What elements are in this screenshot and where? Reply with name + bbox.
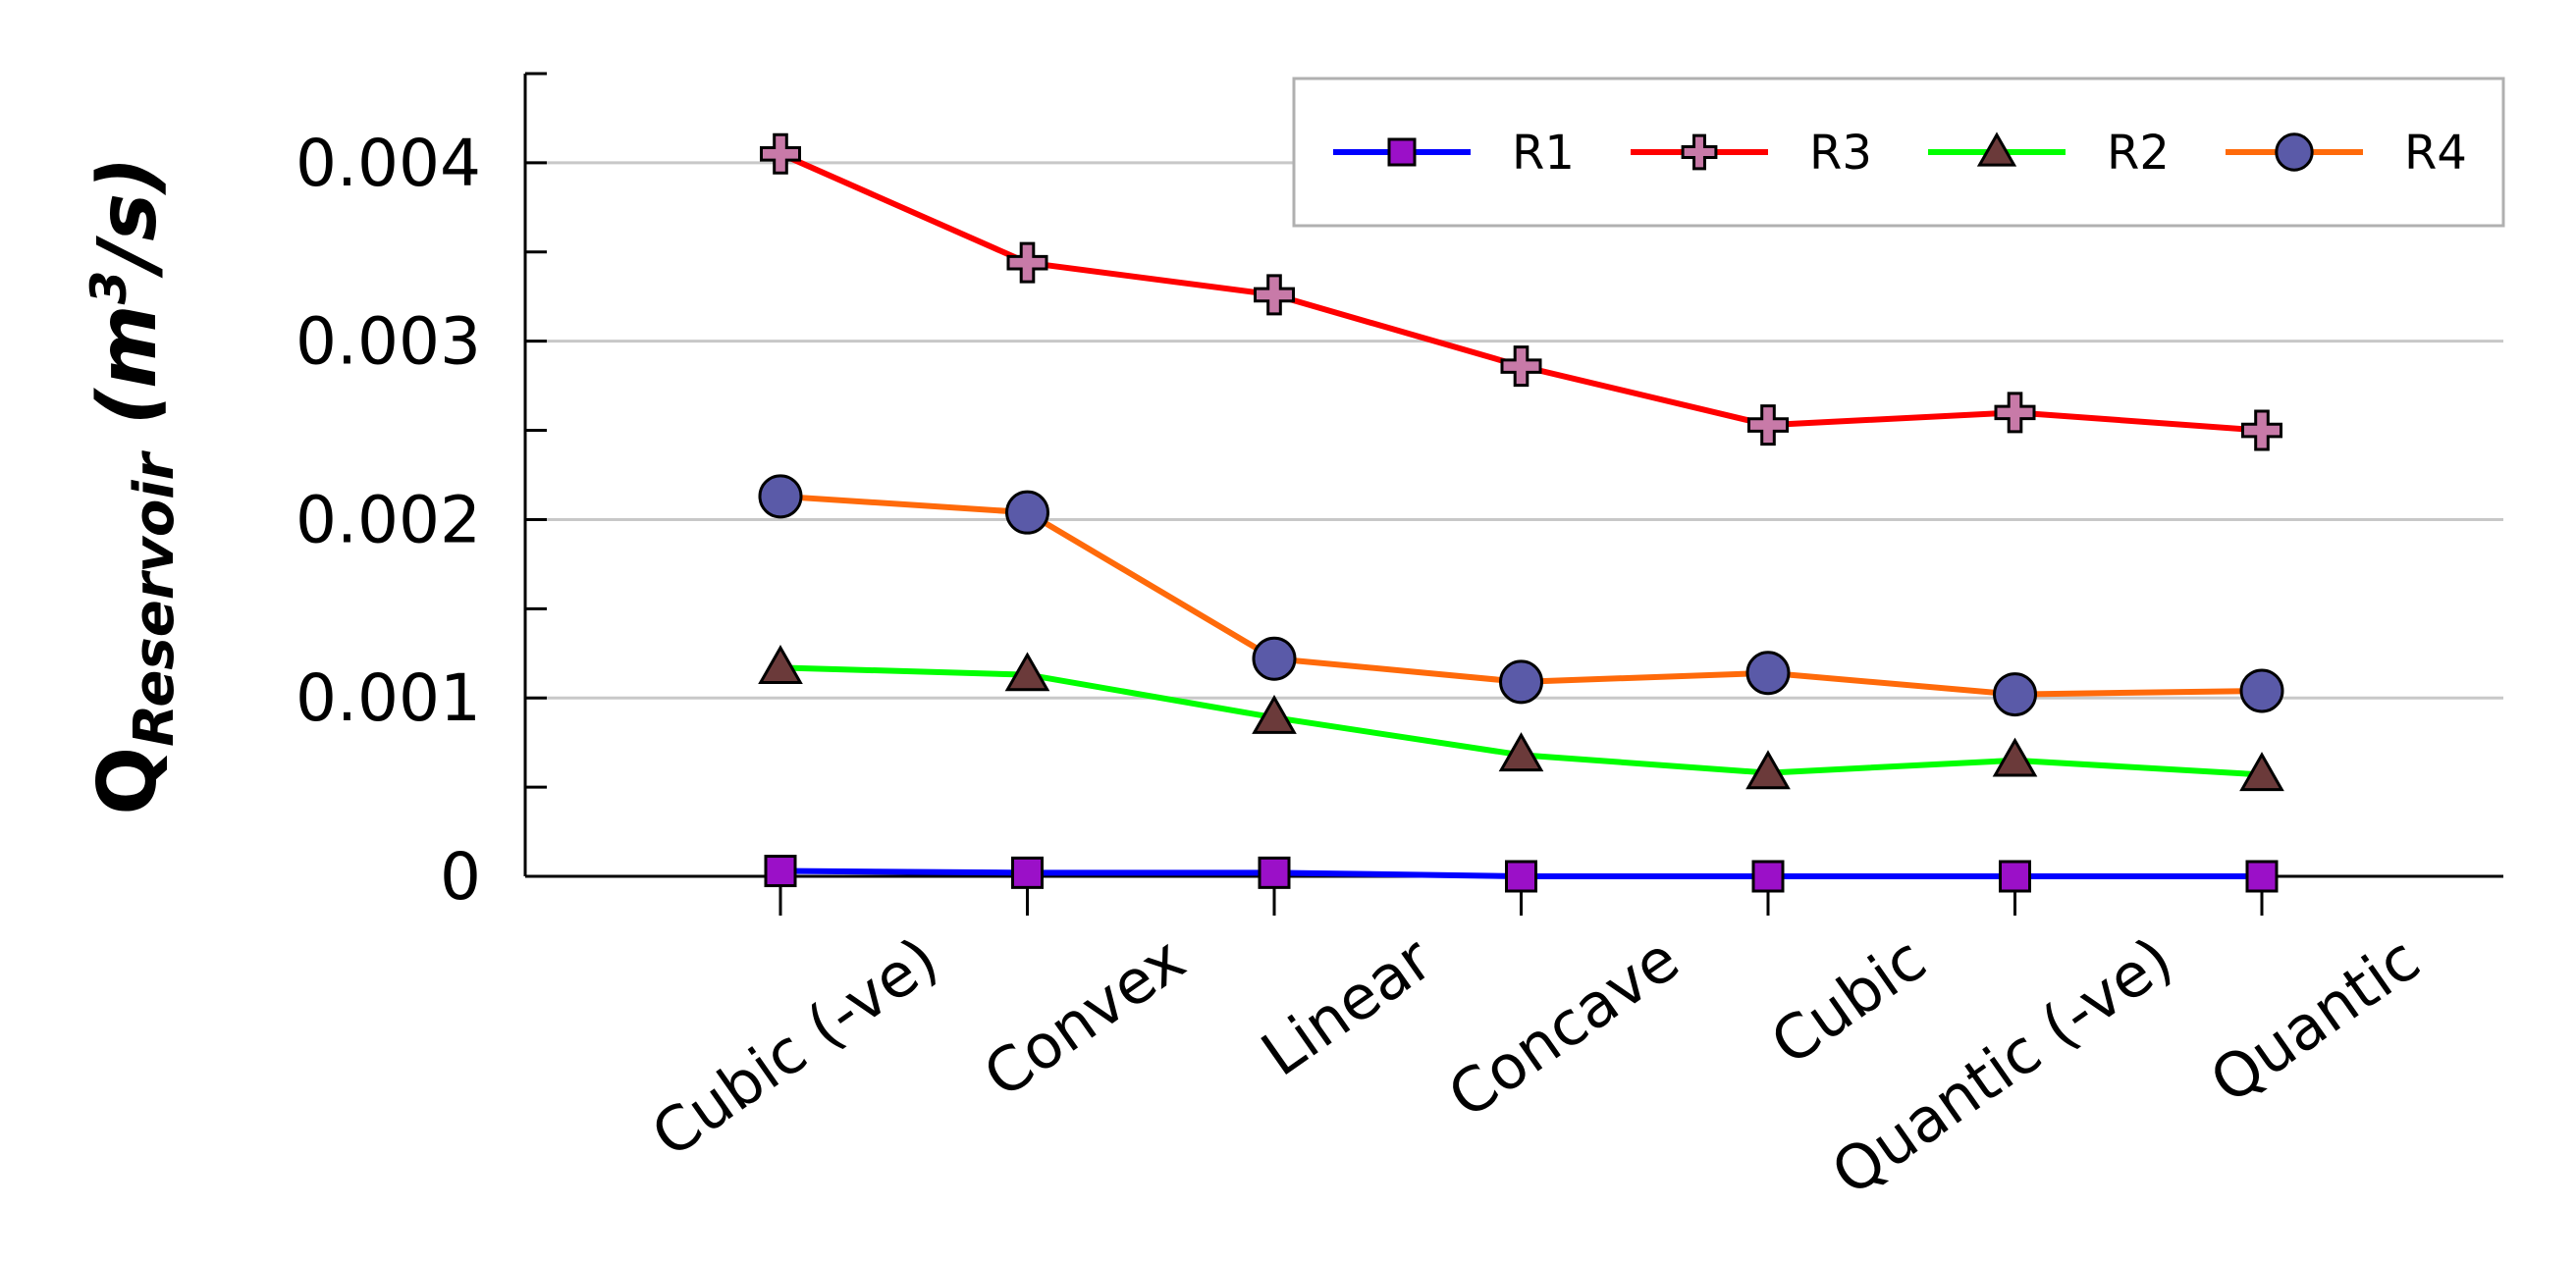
legend-label-r4: R4 (2404, 126, 2467, 181)
y-tick-label: 0.001 (295, 660, 481, 736)
x-tick-label: Concave (1435, 922, 1691, 1131)
data-point-r3 (760, 132, 801, 175)
data-point-r4 (1993, 672, 2037, 717)
legend-marker-r1 (1387, 137, 1417, 167)
data-point-r2 (1004, 652, 1050, 692)
data-point-r4 (1745, 651, 1791, 696)
data-point-r3 (1500, 345, 1542, 388)
data-point-r4 (1252, 636, 1297, 681)
x-tick-label: Quantic (2197, 922, 2432, 1117)
data-point-r4 (2239, 668, 2284, 713)
data-point-r1 (1258, 856, 1291, 889)
y-axis-title-subscript: Reservoir (123, 449, 187, 746)
data-point-r1 (1999, 860, 2031, 893)
data-point-r1 (2245, 860, 2279, 893)
legend-marker-r3 (1681, 133, 1718, 171)
data-point-r2 (2239, 752, 2284, 792)
data-point-r4 (758, 474, 803, 519)
legend-label-r3: R3 (1809, 126, 1872, 181)
y-axis-title-superscript: 3 (80, 271, 137, 305)
x-tick-label: Cubic (1758, 922, 1939, 1078)
y-axis-title: QReservoir (m3/s) (80, 156, 187, 814)
legend-label-r1: R1 (1512, 126, 1575, 181)
legend: R1 R3 R2 R4 (1292, 77, 2505, 228)
data-point-r2 (758, 645, 803, 685)
y-axis-title-main: Q (81, 747, 175, 815)
x-tick-label: Convex (971, 922, 1198, 1111)
data-point-r3 (1006, 241, 1048, 284)
data-point-r3 (1254, 274, 1295, 316)
data-point-r1 (1505, 860, 1537, 893)
y-tick-label: 0 (440, 839, 481, 915)
y-tick-label: 0.003 (295, 304, 481, 380)
y-axis-title-units-suffix: /s) (81, 156, 175, 278)
series-markers (758, 132, 2284, 893)
x-tick-label: Cubic (-ve) (639, 922, 951, 1171)
data-point-r1 (1751, 860, 1785, 893)
y-axis-title-units: (m (81, 304, 175, 452)
legend-marker-r2 (1976, 131, 2017, 167)
data-point-r2 (1498, 732, 1544, 772)
x-tick-label: Linear (1249, 922, 1445, 1090)
legend-marker-r4 (2275, 132, 2314, 172)
data-point-r2 (1745, 750, 1791, 790)
data-point-r3 (2241, 409, 2282, 451)
data-point-r3 (1747, 404, 1789, 447)
legend-label-r2: R2 (2107, 126, 2170, 181)
data-point-r4 (1005, 490, 1049, 535)
data-point-r1 (1011, 856, 1044, 889)
data-point-r4 (1499, 659, 1543, 705)
data-point-r2 (1252, 694, 1297, 734)
data-point-r2 (1992, 737, 2038, 777)
data-point-r1 (764, 855, 797, 888)
data-point-r3 (1994, 392, 2036, 434)
y-tick-label: 0.002 (295, 482, 481, 557)
gridlines (525, 161, 2503, 700)
y-tick-label: 0.004 (295, 126, 481, 201)
y-axis-title-text: QReservoir (m3/s) (80, 156, 187, 814)
